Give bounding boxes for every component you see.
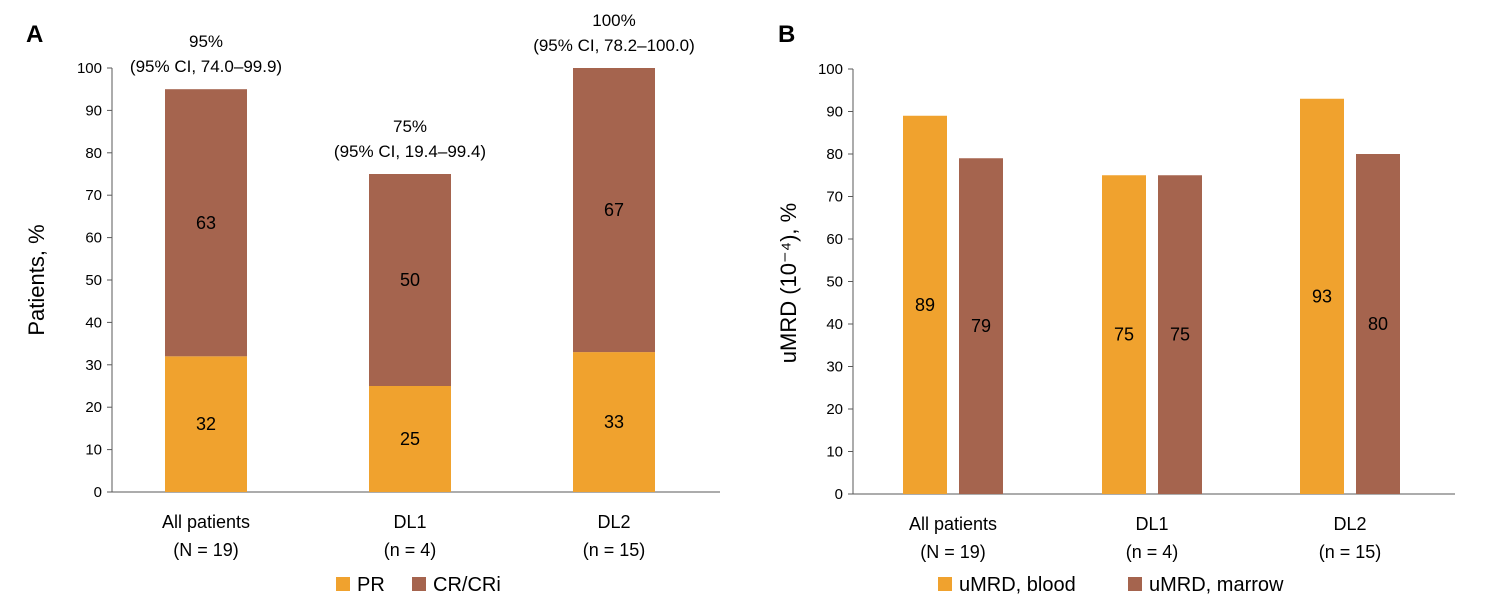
bar-umrd-blood-all-patients <box>903 115 947 494</box>
panel-b-category-label: All patients <box>909 514 997 534</box>
bar-cr-cri-dl1 <box>369 174 451 386</box>
bar-umrd-blood-dl1 <box>1102 175 1146 494</box>
panel-b-y-tick-label: 70 <box>826 189 843 206</box>
data-label-cr-cri: 67 <box>604 200 624 220</box>
bar-umrd-marrow-dl1 <box>1158 175 1202 494</box>
bar-cr-cri-dl2 <box>573 68 655 353</box>
legend-swatch-cr-cri <box>412 577 426 591</box>
bar-umrd-marrow-all-patients <box>959 158 1003 494</box>
bar-umrd-marrow-dl2 <box>1356 154 1400 494</box>
confidence-interval-annotation: (95% CI, 19.4–99.4) <box>334 142 486 161</box>
panel-b-y-axis-label: uMRD (10⁻⁴), % <box>776 203 801 363</box>
legend-label-umrd-marrow: uMRD, marrow <box>1149 574 1284 596</box>
total-response-annotation: 75% <box>393 117 427 136</box>
panel-b-y-tick-label: 60 <box>826 231 843 248</box>
legend-swatch-pr <box>336 577 350 591</box>
panel-b-label: B <box>778 21 795 48</box>
panel-a-y-tick-label: 90 <box>85 102 102 119</box>
panel-a-y-axis-label: Patients, % <box>24 224 49 335</box>
panel-a-y-tick-label: 40 <box>85 314 102 331</box>
panel-a-label: A <box>26 21 43 48</box>
panel-b-y-tick-label: 100 <box>818 61 843 78</box>
panel-b-category-n-label: (N = 19) <box>920 542 986 562</box>
bar-umrd-blood-dl2 <box>1300 98 1344 494</box>
panel-a-y-tick-label: 0 <box>94 484 102 501</box>
bar-pr-dl2 <box>573 352 655 492</box>
panel-b-legend: uMRD, blood uMRD, marrow <box>938 574 1284 596</box>
data-label-pr: 25 <box>400 429 420 449</box>
panel-b-y-tick-label: 40 <box>826 316 843 333</box>
data-label-cr-cri: 50 <box>400 270 420 290</box>
bar-cr-cri-all-patients <box>165 89 247 357</box>
data-label-umrd-marrow: 80 <box>1368 314 1388 334</box>
panel-a-y-tick-label: 20 <box>85 399 102 416</box>
panel-b-y-tick-label: 50 <box>826 274 843 291</box>
panel-a-category-n-label: (n = 4) <box>384 540 437 560</box>
panel-a-legend: PR CR/CRi <box>336 574 501 596</box>
panel-a-y-tick-label: 80 <box>85 145 102 162</box>
total-response-annotation: 95% <box>189 32 223 51</box>
legend-label-cr-cri: CR/CRi <box>433 574 501 596</box>
panel-a-y-tick-label: 100 <box>77 60 102 77</box>
confidence-interval-annotation: (95% CI, 78.2–100.0) <box>533 36 695 55</box>
data-label-umrd-blood: 93 <box>1312 286 1332 306</box>
panel-a-y-tick-label: 30 <box>85 357 102 374</box>
panel-b-category-label: DL1 <box>1135 514 1168 534</box>
panel-a-y-tick-label: 10 <box>85 442 102 459</box>
legend-label-pr: PR <box>357 574 385 596</box>
confidence-interval-annotation: (95% CI, 74.0–99.9) <box>130 57 282 76</box>
panel-b-y-tick-label: 80 <box>826 146 843 163</box>
panel-a-y-tick-label: 60 <box>85 230 102 247</box>
legend-swatch-umrd-blood <box>938 577 952 591</box>
panel-a-y-tick-label: 70 <box>85 187 102 204</box>
panel-a-category-n-label: (N = 19) <box>173 540 239 560</box>
panel-a-category-label: DL1 <box>393 512 426 532</box>
data-label-cr-cri: 63 <box>196 213 216 233</box>
panel-b-y-tick-label: 0 <box>835 486 843 503</box>
data-label-umrd-blood: 89 <box>915 295 935 315</box>
panel-a-category-label: All patients <box>162 512 250 532</box>
data-label-pr: 33 <box>604 412 624 432</box>
legend-swatch-umrd-marrow <box>1128 577 1142 591</box>
panel-a-category-n-label: (n = 15) <box>583 540 646 560</box>
bar-pr-dl1 <box>369 386 451 492</box>
panel-b-y-tick-label: 90 <box>826 104 843 121</box>
panel-b-y-tick-label: 10 <box>826 444 843 461</box>
panel-b-category-n-label: (n = 4) <box>1126 542 1179 562</box>
panel-b-category-n-label: (n = 15) <box>1319 542 1382 562</box>
panel-b-chart: B uMRD (10⁻⁴), % 0102030405060708090100 … <box>776 21 1455 596</box>
panel-b-y-tick-label: 20 <box>826 401 843 418</box>
data-label-umrd-marrow: 79 <box>971 316 991 336</box>
panel-a-chart: A Patients, % 0 10 20 30 40 50 60 70 80 90 100 32 6… <box>24 11 720 596</box>
panel-a-y-tick-label: 50 <box>85 272 102 289</box>
panel-b-y-tick-label: 30 <box>826 359 843 376</box>
panel-b-category-label: DL2 <box>1333 514 1366 534</box>
bar-pr-all-patients <box>165 356 247 492</box>
data-label-umrd-marrow: 75 <box>1170 325 1190 345</box>
data-label-umrd-blood: 75 <box>1114 325 1134 345</box>
total-response-annotation: 100% <box>592 11 635 30</box>
panel-a-category-label: DL2 <box>597 512 630 532</box>
legend-label-umrd-blood: uMRD, blood <box>959 574 1076 596</box>
data-label-pr: 32 <box>196 414 216 434</box>
